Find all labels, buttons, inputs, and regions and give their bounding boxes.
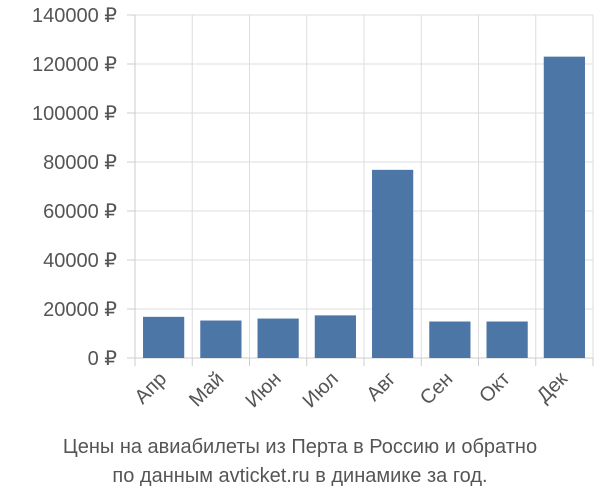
x-tick-label: Дек (533, 368, 572, 407)
x-tick-labels: Апр Май Июн Июл Авг Сен Окт Дек (131, 368, 572, 412)
axes (127, 14, 594, 366)
bar-chart: 0 ₽ 20000 ₽ 40000 ₽ 60000 ₽ 80000 ₽ 100000 ₽ 1… (32, 5, 594, 412)
y-tick-label: 20000 ₽ (43, 299, 117, 321)
x-tick-label: Июл (299, 368, 343, 412)
x-tick-label: Окт (475, 368, 514, 407)
bar (314, 315, 356, 358)
bar (543, 56, 585, 359)
bar (257, 318, 299, 358)
y-tick-label: 0 ₽ (88, 348, 118, 370)
x-tick-label: Сен (416, 368, 457, 409)
bar (486, 321, 528, 358)
y-tick-label: 140000 ₽ (32, 5, 117, 27)
chart-caption-line-2: по данным avticket.ru в динамике за год. (112, 465, 488, 487)
x-tick-label: Май (185, 368, 228, 411)
y-tick-label: 60000 ₽ (43, 201, 117, 223)
bar (429, 321, 471, 358)
y-tick-label: 100000 ₽ (32, 103, 117, 125)
chart-caption-line-1: Цены на авиабилеты из Перта в Россию и о… (62, 436, 538, 458)
y-tick-label: 80000 ₽ (43, 152, 117, 174)
y-tick-labels: 0 ₽ 20000 ₽ 40000 ₽ 60000 ₽ 80000 ₽ 100000 ₽ 1… (32, 5, 117, 370)
bar (200, 320, 242, 358)
y-tick-label: 120000 ₽ (32, 54, 117, 76)
x-tick-label: Апр (131, 368, 172, 409)
x-tick-label: Июн (242, 368, 286, 412)
bar (143, 316, 185, 358)
y-tick-label: 40000 ₽ (43, 250, 117, 272)
x-tick-label: Авг (362, 368, 400, 406)
bars (143, 56, 585, 359)
grid-lines (134, 14, 594, 359)
bar (372, 169, 414, 358)
